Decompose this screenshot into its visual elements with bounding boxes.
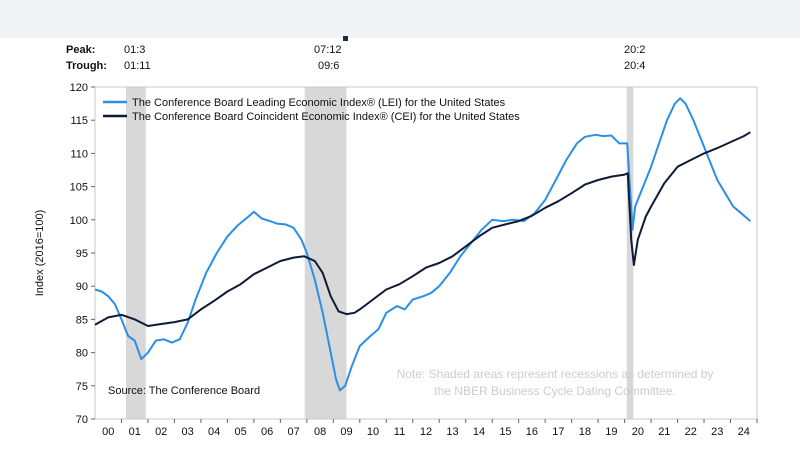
recession-note: Note: Shaded areas represent recessions … <box>355 366 755 400</box>
recession-2-trough: 09:6 <box>318 60 340 72</box>
x-tick-label-10: 10 <box>367 426 379 438</box>
y-tick-label-100: 100 <box>70 215 88 227</box>
x-tick-label-21: 21 <box>658 426 670 438</box>
peak-label: Peak: <box>66 44 96 56</box>
trough-label: Trough: <box>66 60 107 72</box>
x-tick-label-02: 02 <box>155 426 167 438</box>
x-tick-label-14: 14 <box>473 426 485 438</box>
y-tick-label-95: 95 <box>76 248 88 260</box>
x-tick-label-00: 00 <box>102 426 114 438</box>
y-tick-label-85: 85 <box>76 314 88 326</box>
series-line-lei <box>94 97 752 392</box>
recession-3-peak: 20:2 <box>624 44 646 56</box>
y-tick-label-110: 110 <box>70 148 88 160</box>
y-tick-label-80: 80 <box>76 348 88 360</box>
source-label: Source: The Conference Board <box>108 385 261 397</box>
x-tick-label-15: 15 <box>499 426 511 438</box>
x-tick-label-09: 09 <box>340 426 352 438</box>
x-tick-label-19: 19 <box>605 426 617 438</box>
recession-1-trough: 01:11 <box>124 60 151 72</box>
legend-label-cei: The Conference Board Coincident Economic… <box>132 111 520 123</box>
y-tick-label-115: 115 <box>70 115 88 127</box>
x-tick-label-05: 05 <box>235 426 247 438</box>
recession-1-peak: 01:3 <box>124 44 146 56</box>
x-tick-label-01: 01 <box>129 426 141 438</box>
top-band <box>0 0 800 41</box>
legend-label-lei: The Conference Board Leading Economic In… <box>132 97 506 109</box>
recession-note-line-1: Note: Shaded areas represent recessions … <box>396 367 714 381</box>
recession-band-1 <box>125 87 146 419</box>
y-tick-label-120: 120 <box>70 82 88 94</box>
series-line-cei <box>94 131 751 327</box>
recession-note-line-2: the NBER Business Cycle Dating Committee… <box>434 384 676 398</box>
y-axis-label: Index (2016=100) <box>34 210 46 297</box>
y-tick-label-70: 70 <box>76 414 88 426</box>
y-tick-label-90: 90 <box>76 281 88 293</box>
x-tick-label-13: 13 <box>446 426 458 438</box>
recession-2-peak: 07:12 <box>314 44 342 56</box>
x-tick-label-22: 22 <box>685 426 697 438</box>
recession-3-trough: 20:4 <box>624 60 646 72</box>
slide-indicator-icon <box>343 36 348 41</box>
x-tick-label-23: 23 <box>711 426 723 438</box>
x-tick-label-11: 11 <box>394 426 405 438</box>
x-tick-label-12: 12 <box>420 426 432 438</box>
recession-band-3 <box>626 87 634 419</box>
x-tick-label-24: 24 <box>738 426 750 438</box>
y-tick-label-105: 105 <box>70 182 88 194</box>
x-tick-label-20: 20 <box>632 426 644 438</box>
y-tick-label-75: 75 <box>76 381 88 393</box>
x-tick-label-04: 04 <box>208 426 220 438</box>
x-tick-label-18: 18 <box>579 426 591 438</box>
recession-band-2 <box>304 87 347 419</box>
x-tick-label-17: 17 <box>552 426 564 438</box>
x-tick-label-16: 16 <box>526 426 538 438</box>
x-tick-label-03: 03 <box>182 426 194 438</box>
x-tick-label-08: 08 <box>314 426 326 438</box>
x-tick-label-07: 07 <box>287 426 299 438</box>
x-tick-label-06: 06 <box>261 426 273 438</box>
